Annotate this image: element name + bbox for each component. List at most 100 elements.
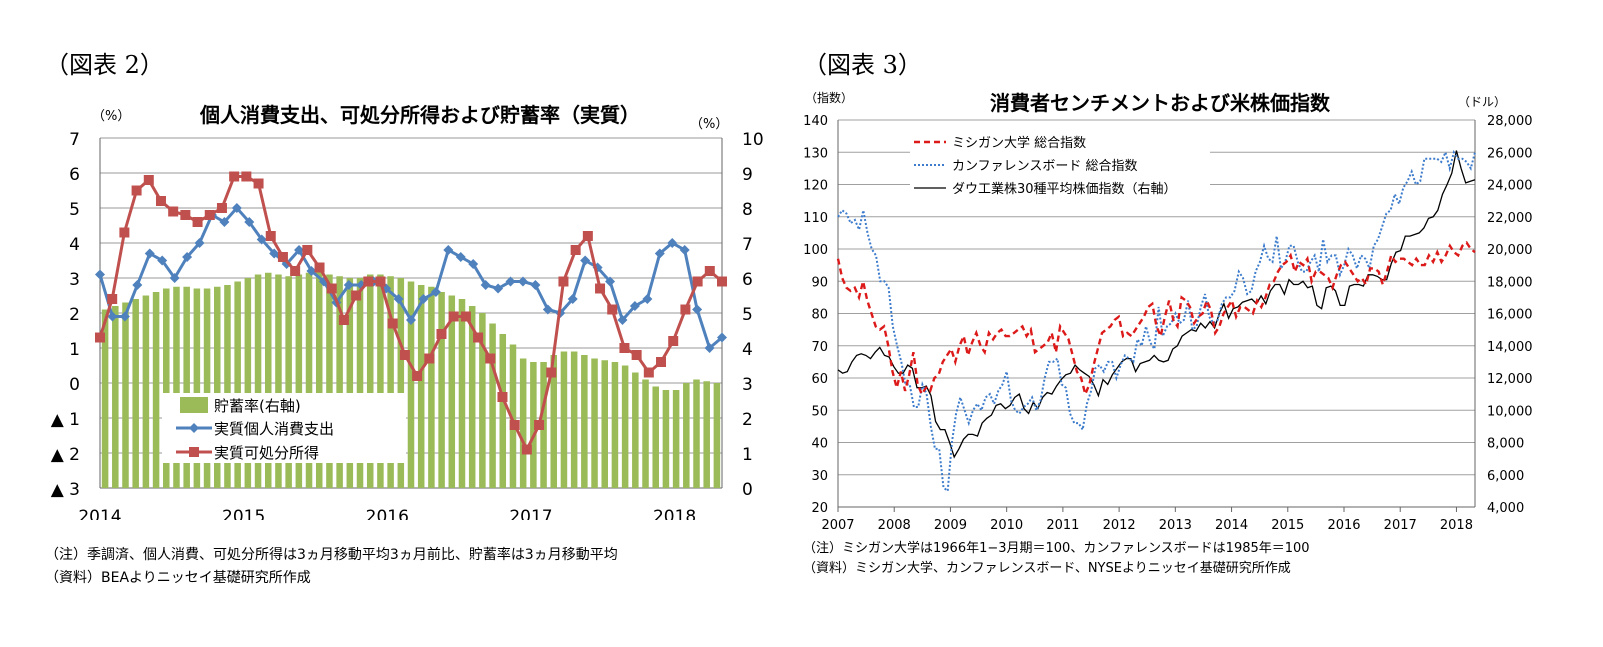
right-tick-label: 5	[742, 305, 753, 325]
legend-box	[910, 128, 1210, 202]
real-pce-point	[542, 304, 553, 315]
saving-rate-bar	[356, 278, 364, 488]
saving-rate-bar	[499, 334, 507, 488]
saving-rate-bar	[275, 274, 282, 488]
saving-rate-bar	[132, 299, 139, 488]
left-tick-label: 140	[803, 114, 828, 129]
real-dpi-point	[107, 294, 118, 304]
right-tick-label: 1	[742, 445, 753, 465]
real-pce-point	[692, 304, 703, 315]
left-tick-label: 50	[811, 404, 828, 419]
real-dpi-point	[180, 210, 191, 220]
real-dpi-point	[546, 367, 557, 378]
figure-label-3: （図表 3）	[803, 51, 922, 79]
x-tick-label: 2016	[1327, 518, 1360, 530]
real-pce-point	[642, 294, 653, 304]
left-tick-label: 6	[69, 165, 80, 185]
real-pce-point	[443, 245, 454, 255]
left-tick-label: 0	[69, 375, 80, 395]
right-tick-label: 26,000	[1487, 146, 1533, 161]
legend-label: ダウ工業株30種平均株価指数（右軸）	[952, 181, 1177, 197]
saving-rate-bar	[550, 355, 558, 488]
saving-rate-bar	[560, 351, 568, 488]
real-pce-point	[418, 294, 429, 304]
chart-sentiment-stocks: 消費者センチメントおよび米株価指数 （指数） （ドル） 140 130 120 110…	[803, 90, 1533, 530]
saving-rate-bar	[601, 360, 609, 488]
x-tick-label: 2007	[821, 518, 854, 530]
legend-swatch	[189, 423, 199, 433]
saving-rate-bar	[519, 358, 527, 488]
saving-rate-bar	[489, 323, 496, 488]
saving-rate-bar	[642, 379, 649, 488]
saving-rate-bar	[101, 309, 109, 488]
real-dpi-point	[668, 336, 679, 346]
saving-rate-bar	[683, 383, 690, 488]
real-dpi-point	[216, 203, 227, 213]
saving-rate-bar	[407, 281, 415, 488]
x-tick-label: 2011	[1046, 518, 1079, 530]
real-dpi-point	[570, 245, 581, 255]
saving-rate-bar	[448, 295, 456, 488]
chart-title: 消費者センチメントおよび米株価指数	[990, 91, 1331, 115]
legend-label: 実質個人消費支出	[214, 420, 334, 438]
conference-board-line	[837, 149, 1476, 493]
x-tick-label: 2014	[1215, 518, 1248, 530]
real-pce-point	[567, 294, 578, 304]
x-tick-label: 2013	[1159, 518, 1192, 530]
saving-rate-bar	[183, 286, 190, 488]
saving-rate-bar	[122, 302, 129, 488]
real-pce-point	[294, 245, 305, 255]
saving-rate-bar	[234, 281, 241, 488]
real-dpi-point	[302, 245, 313, 255]
real-pce-point	[219, 217, 230, 227]
right-tick-label: 4,000	[1487, 501, 1524, 516]
legend-swatch	[180, 397, 208, 413]
right-axis-unit: （ドル）	[1458, 95, 1506, 109]
real-dpi-point	[168, 206, 179, 217]
left-tick-label: 2	[69, 305, 80, 325]
real-dpi-point	[229, 171, 240, 182]
legend-label: 貯蓄率(右軸)	[214, 397, 301, 415]
saving-rate-bar	[693, 379, 700, 488]
real-pce-point	[393, 294, 404, 304]
left-tick-label: ▲ 3	[51, 480, 80, 500]
saving-rate-bar	[203, 288, 211, 488]
saving-rate-bar	[662, 390, 670, 488]
real-dpi-point	[424, 353, 435, 364]
saving-rate-bar	[438, 292, 445, 488]
real-pce-point	[144, 248, 155, 259]
x-tick-label: 2012	[1103, 518, 1136, 530]
saving-rate-bar	[417, 285, 425, 488]
real-pce-point	[455, 252, 466, 262]
saving-rate-bar	[397, 278, 405, 488]
saving-rate-bar	[387, 276, 394, 488]
real-dpi-point	[607, 304, 618, 315]
left-tick-label: 100	[803, 243, 828, 258]
real-dpi-point	[290, 266, 301, 276]
right-tick-label: 6,000	[1487, 469, 1524, 484]
saving-rate-bar	[713, 383, 721, 488]
real-dpi-point	[314, 262, 325, 273]
left-tick-label: 3	[69, 270, 80, 290]
saving-rate-bar	[112, 306, 119, 488]
x-tick-label: 2009	[934, 518, 967, 530]
x-tick-label: 2018	[653, 507, 696, 520]
left-tick-label: 40	[811, 437, 828, 452]
right-tick-label: 22,000	[1487, 211, 1533, 226]
x-tick-label: 2018	[1440, 518, 1473, 530]
saving-rate-bar	[632, 372, 639, 488]
real-dpi-point	[704, 266, 715, 276]
real-pce-point	[605, 276, 616, 287]
real-pce-point	[629, 301, 640, 311]
right-tick-label: 3	[742, 375, 753, 395]
real-dpi-point	[192, 217, 203, 227]
saving-rate-bar	[530, 362, 537, 488]
real-pce-point	[132, 280, 143, 290]
real-dpi-point	[534, 420, 545, 430]
saving-rate-bar	[652, 386, 659, 488]
real-dpi-point	[131, 185, 142, 196]
real-dpi-point	[595, 283, 606, 294]
real-dpi-point	[253, 178, 264, 189]
